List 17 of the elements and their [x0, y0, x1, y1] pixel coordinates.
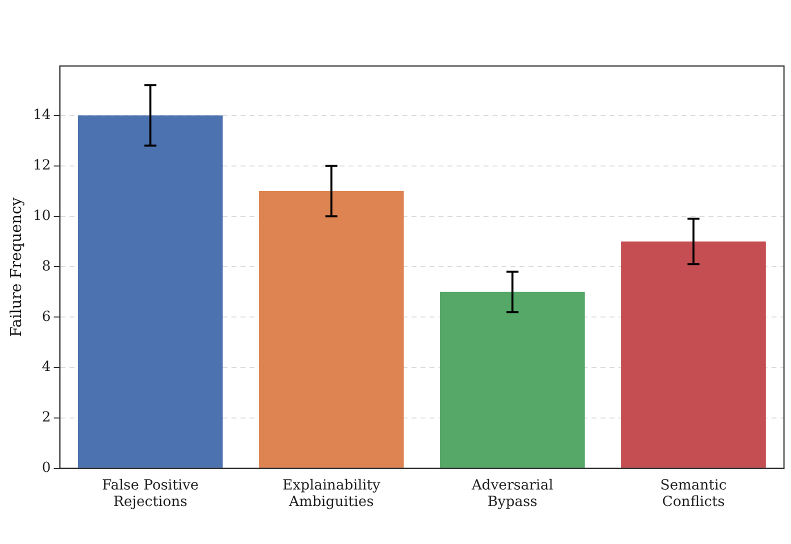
- y-tick-label: 10: [32, 208, 51, 224]
- x-tick-label: Explainability Ambiguities: [282, 477, 380, 510]
- y-tick-label: 4: [42, 359, 51, 376]
- x-tick-label: False Positive Rejections: [102, 477, 199, 510]
- y-axis-title: Failure Frequency: [6, 196, 25, 337]
- y-tick-label: 0: [42, 460, 51, 476]
- bar: [78, 115, 223, 468]
- y-tick-label: 6: [42, 308, 51, 325]
- bar: [621, 241, 766, 468]
- x-tick-label: Adversarial Bypass: [470, 477, 554, 510]
- bar: [440, 292, 585, 468]
- y-tick-label: 8: [42, 258, 51, 274]
- bar: [258, 191, 404, 468]
- x-tick-label: Semantic Conflicts: [660, 477, 727, 510]
- y-tick-label: 2: [42, 410, 51, 426]
- y-tick-label: 14: [32, 107, 51, 124]
- y-tick-label: 12: [32, 157, 51, 174]
